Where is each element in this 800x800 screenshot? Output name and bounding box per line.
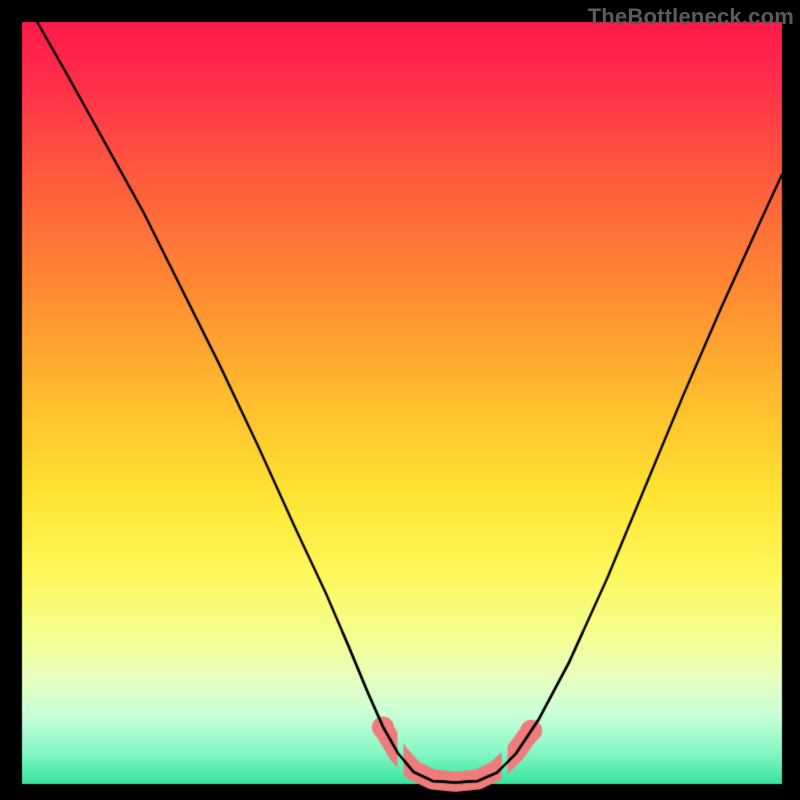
bottleneck-chart-canvas	[0, 0, 800, 800]
watermark-text: TheBottleneck.com	[588, 4, 794, 30]
chart-stage: TheBottleneck.com	[0, 0, 800, 800]
